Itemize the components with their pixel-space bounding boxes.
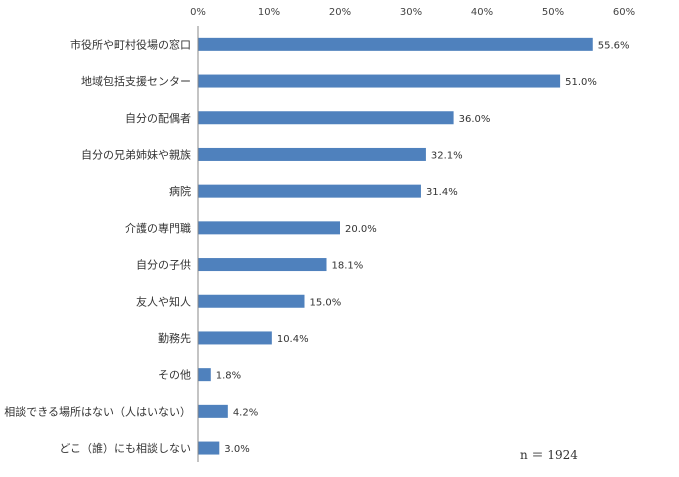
x-tick-label: 0% [190,7,206,18]
bar [198,147,426,161]
bar [198,368,211,382]
data-label: 18.1% [332,261,364,272]
x-tick-label: 10% [258,7,280,18]
bar [198,74,561,88]
sample-size-note: n ＝ 1924 [520,448,578,462]
x-tick-label: 50% [542,7,564,18]
category-label: 自分の配偶者 [125,112,191,125]
bar [198,221,340,235]
category-label: 自分の兄弟姉妹や親族 [81,147,191,161]
category-labels: 市役所や町村役場の窓口地域包括支援センター自分の配偶者自分の兄弟姉妹や親族病院介… [4,37,191,455]
category-label: 自分の子供 [136,258,191,272]
data-label: 55.6% [598,40,630,51]
data-label: 20.0% [345,224,377,235]
category-label: どこ（誰）にも相談しない [59,441,191,455]
data-label: 31.4% [426,187,458,198]
data-label: 3.0% [224,444,249,455]
category-label: その他 [158,369,191,382]
data-label: 15.0% [310,297,342,308]
bar [198,184,421,198]
category-label: 介護の専門職 [125,221,191,235]
category-label: 病院 [169,184,191,198]
data-label: 32.1% [431,150,463,161]
bar [198,37,593,51]
category-label: 相談できる場所はない（人はいない） [4,404,191,418]
x-tick-label: 40% [471,7,493,18]
category-label: 市役所や町村役場の窓口 [70,37,191,51]
data-label: 4.2% [233,407,258,418]
x-axis-ticks: 0% 10% 20% 30% 40% 50% 60% [190,7,635,18]
bar [198,294,305,308]
bar [198,441,220,455]
bars [198,37,593,455]
data-label: 10.4% [277,334,309,345]
bar [198,331,272,345]
bar [198,258,327,272]
x-tick-label: 20% [329,7,351,18]
category-label: 地域包括支援センター [81,74,191,88]
x-tick-label: 30% [400,7,422,18]
x-tick-label: 60% [613,7,635,18]
category-label: 勤務先 [158,331,191,345]
data-label: 1.8% [216,371,241,382]
data-labels: 55.6% 51.0% 36.0% 32.1% 31.4% 20.0% 18.1% 15.0%… [216,40,630,455]
category-label: 友人や知人 [136,294,191,308]
data-label: 51.0% [565,77,597,88]
bar [198,404,228,418]
bar [198,111,454,125]
data-label: 36.0% [459,114,491,125]
